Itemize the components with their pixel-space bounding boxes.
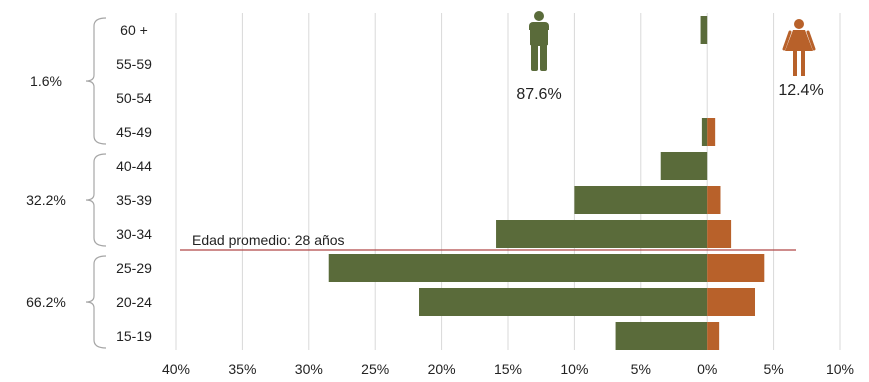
category-label: 50-54	[116, 90, 152, 106]
female-bar	[707, 288, 756, 316]
group-label: 32.2%	[26, 192, 66, 208]
x-tick-label: 20%	[428, 361, 456, 377]
group-label: 1.6%	[30, 73, 62, 89]
group-bracket	[85, 17, 107, 145]
female-bar	[707, 322, 720, 350]
female-bar	[707, 118, 716, 146]
category-label: 45-49	[116, 124, 152, 140]
category-label: 30-34	[116, 226, 152, 242]
category-labels: 60 + 55-59 50-54 45-49 40-44 35-39 30-34 25-29 2…	[116, 22, 152, 344]
male-bar	[700, 16, 708, 44]
x-tick-label: 0%	[697, 361, 717, 377]
category-label: 60 +	[120, 22, 148, 38]
category-label: 15-19	[116, 328, 152, 344]
reference-line: Edad promedio: 28 años	[180, 232, 796, 251]
x-tick-label: 10%	[560, 361, 588, 377]
x-axis: 40% 35% 30% 25% 20% 15% 10% 5% 0% 5% 10%	[162, 361, 854, 377]
female-bar	[707, 254, 765, 282]
group-label: 66.2%	[26, 294, 66, 310]
group-brackets: 1.6% 32.2% 66.2%	[26, 17, 107, 349]
x-tick-label: 35%	[228, 361, 256, 377]
category-label: 25-29	[116, 260, 152, 276]
gender-icons: 87.6% 12.4%	[516, 11, 824, 103]
female-figure-icon	[782, 19, 816, 76]
female-share-label: 12.4%	[778, 82, 823, 99]
category-label: 35-39	[116, 192, 152, 208]
male-bar	[328, 254, 708, 282]
x-tick-label: 15%	[494, 361, 522, 377]
male-bar	[419, 288, 708, 316]
x-tick-label: 10%	[826, 361, 854, 377]
male-bar	[615, 322, 708, 350]
x-tick-label: 5%	[631, 361, 651, 377]
category-label: 20-24	[116, 294, 152, 310]
reference-line-label: Edad promedio: 28 años	[192, 232, 345, 248]
grid-lines	[175, 13, 841, 350]
male-bar	[496, 220, 708, 248]
male-figure-icon	[528, 11, 550, 71]
male-bar	[574, 186, 708, 214]
male-share-label: 87.6%	[516, 86, 561, 103]
x-tick-label: 25%	[361, 361, 389, 377]
female-bar	[707, 220, 732, 248]
group-bracket	[85, 255, 107, 349]
female-bar	[707, 186, 721, 214]
x-tick-label: 30%	[295, 361, 323, 377]
x-tick-label: 40%	[162, 361, 190, 377]
category-label: 55-59	[116, 56, 152, 72]
male-bar	[660, 152, 708, 180]
category-label: 40-44	[116, 158, 152, 174]
bars	[328, 16, 765, 350]
group-bracket	[85, 153, 107, 247]
x-tick-label: 5%	[763, 361, 783, 377]
male-bar	[701, 118, 708, 146]
